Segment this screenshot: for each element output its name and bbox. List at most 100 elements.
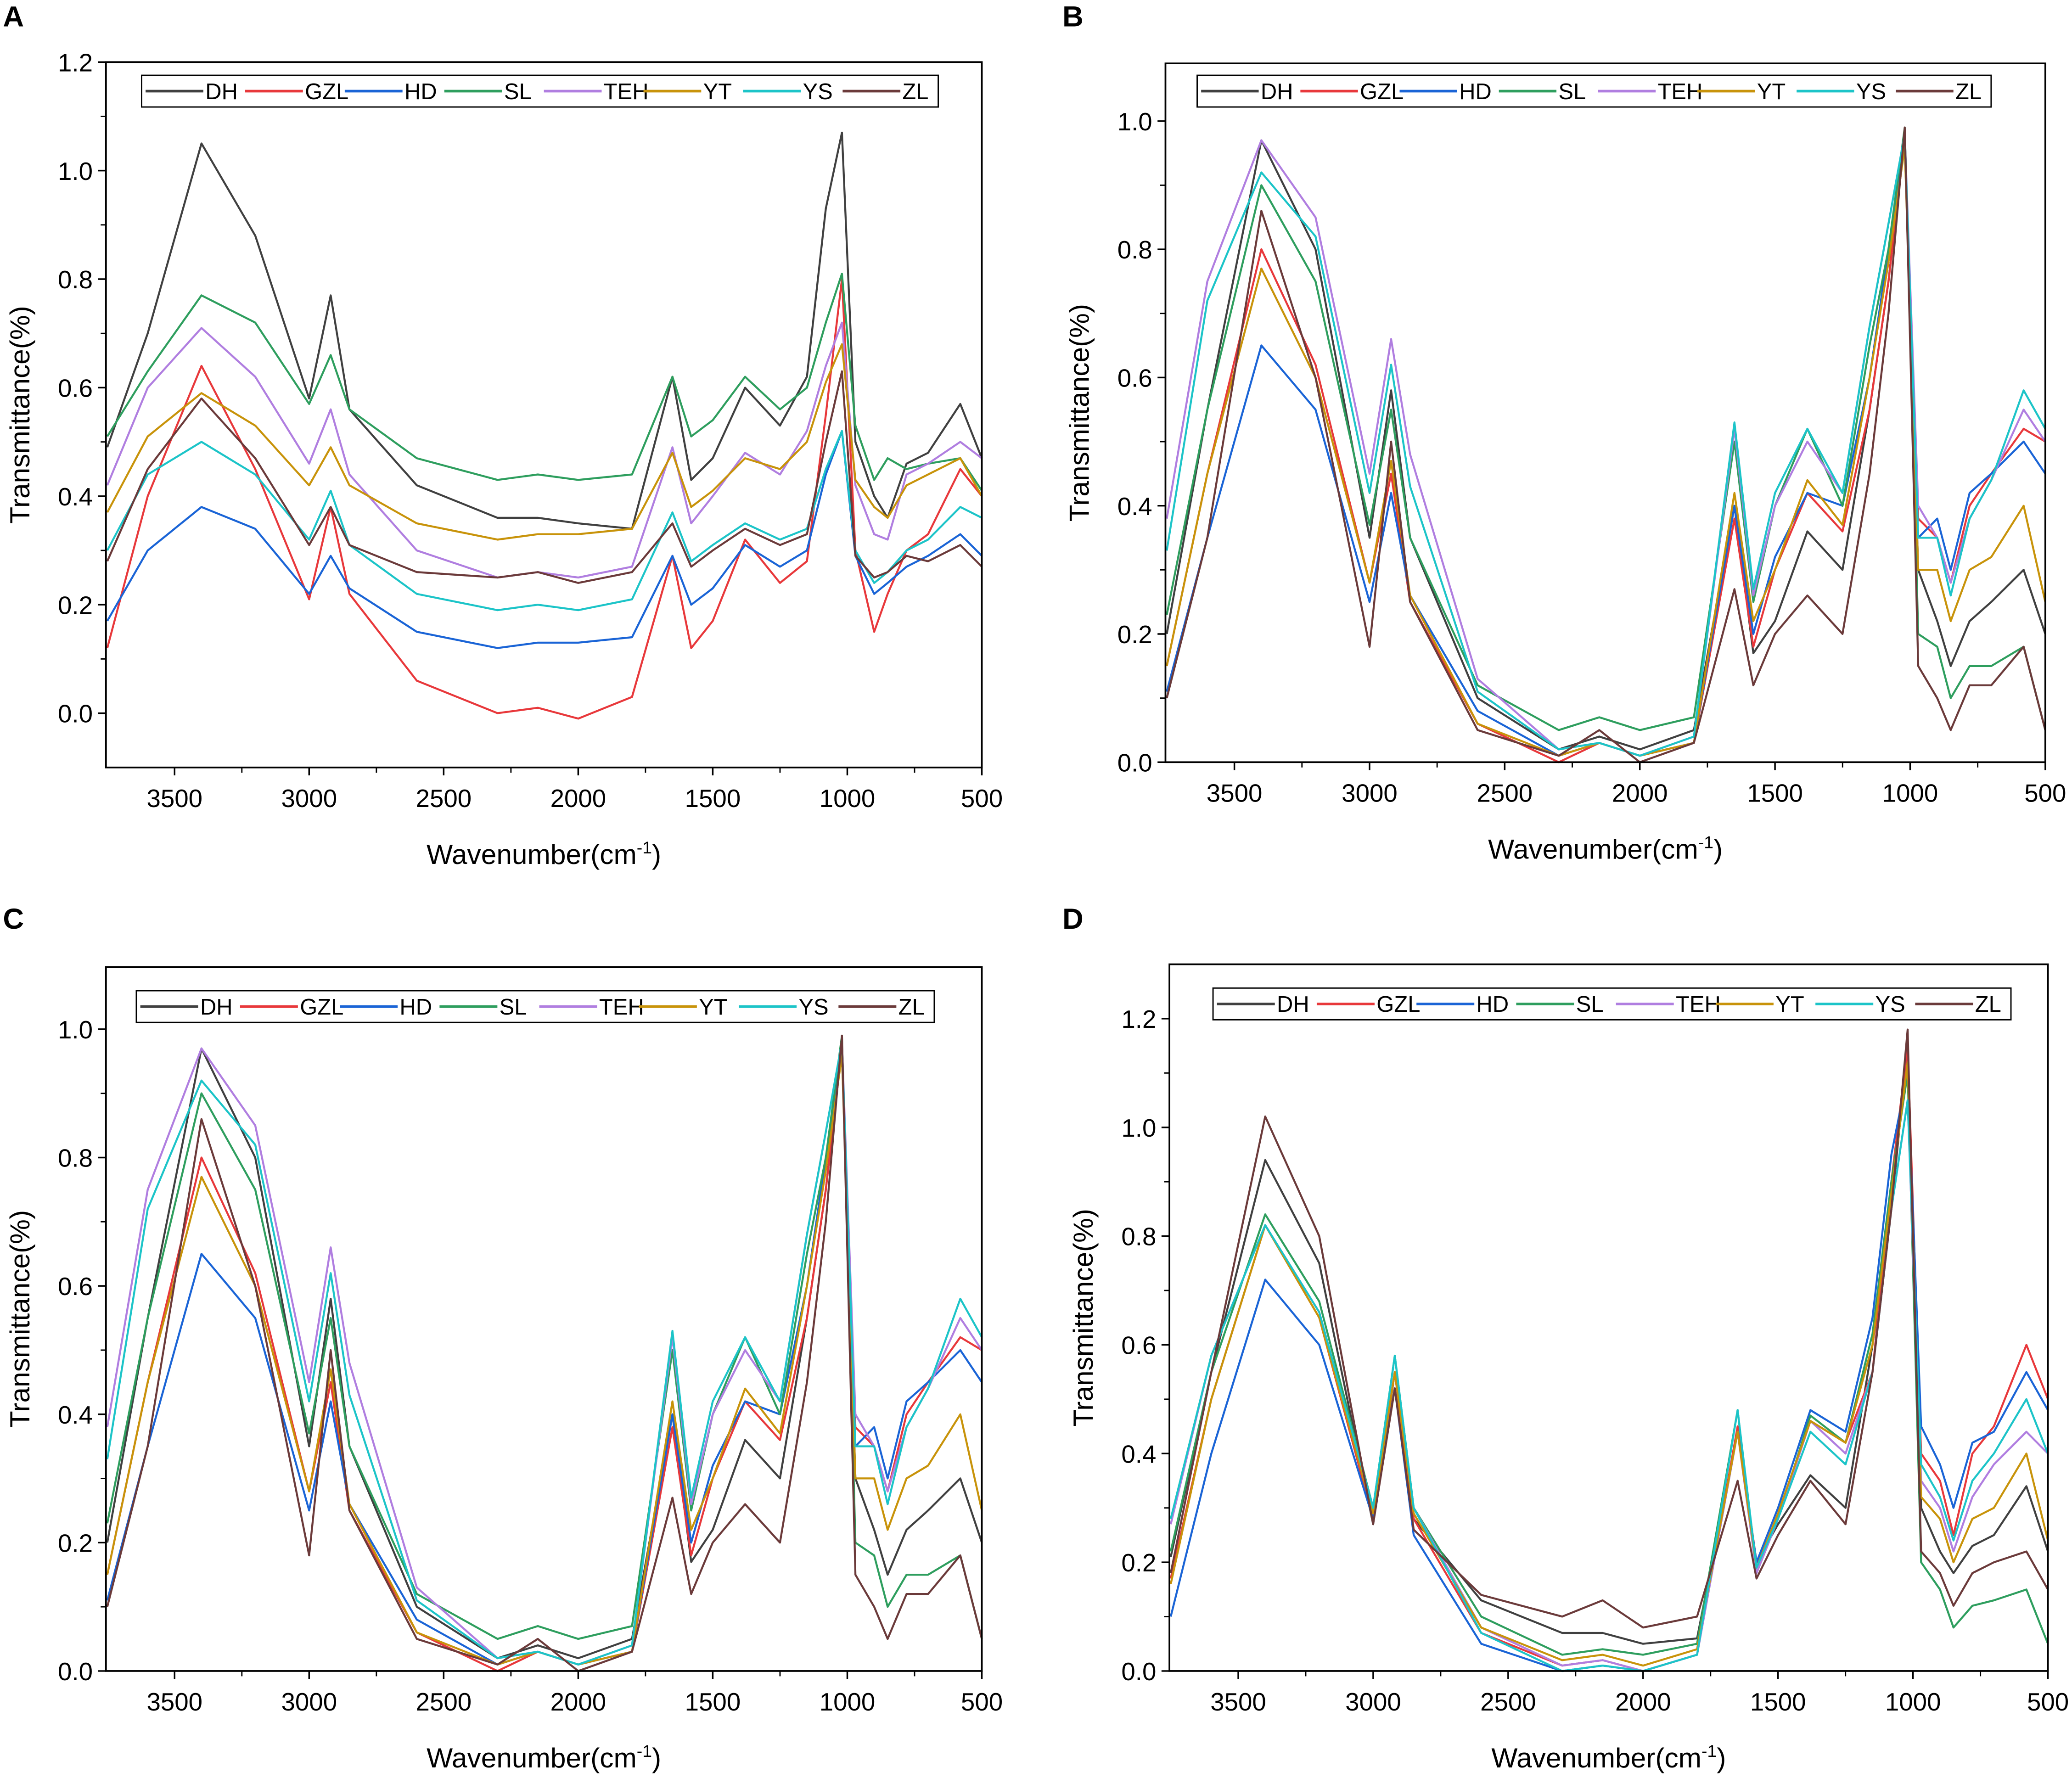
series-line-YS (106, 430, 983, 611)
y-tick-label: 0.8 (58, 1144, 93, 1172)
panel-letter: B (1062, 1, 1084, 33)
x-tick-label: 2000 (550, 785, 606, 813)
x-tick-label: 2000 (1615, 1688, 1671, 1716)
x-tick-label: 3000 (1342, 780, 1398, 808)
series-line-GZL (106, 278, 983, 720)
x-axis-label-main: Wavenumber(cm (427, 839, 637, 870)
x-tick-label: 2000 (550, 1688, 606, 1716)
series-line-TEH (106, 321, 983, 579)
x-tick-label: 3500 (146, 785, 202, 813)
legend-label-DH: DH (200, 995, 233, 1020)
y-tick-label: 0.0 (58, 700, 93, 728)
y-tick-label: 0.2 (58, 591, 93, 619)
panel-letter: A (3, 1, 24, 33)
y-tick-label: 0.2 (1117, 621, 1152, 649)
y-tick-label: 0.6 (1117, 365, 1152, 393)
x-tick-label: 1500 (1750, 1688, 1806, 1716)
y-tick-label: 0.0 (1117, 749, 1152, 777)
x-tick-label: 1000 (820, 785, 876, 813)
x-tick-label: 3500 (1207, 780, 1263, 808)
x-tick-label: 500 (961, 1688, 1003, 1716)
x-tick-label: 1500 (1747, 780, 1803, 808)
legend-label-HD: HD (399, 995, 432, 1020)
x-axis-label: Wavenumber(cm-1) (1488, 832, 1723, 864)
x-axis-label-main: Wavenumber(cm (427, 1742, 637, 1773)
x-axis-label-end: ) (1713, 833, 1723, 864)
x-tick-label: 2500 (416, 1688, 472, 1716)
x-axis-label-superscript: -1 (1698, 832, 1713, 852)
x-tick-label: 2500 (416, 785, 472, 813)
x-axis-label-main: Wavenumber(cm (1491, 1742, 1701, 1773)
legend-label-ZL: ZL (1975, 992, 2001, 1017)
y-tick-label: 0.4 (1121, 1440, 1156, 1468)
series-line-ZL (106, 370, 983, 584)
y-tick-label: 0.8 (1121, 1223, 1156, 1251)
legend-label-ZL: ZL (902, 79, 928, 104)
x-axis-label: Wavenumber(cm-1) (427, 838, 661, 870)
y-axis-label: Transmittance(%) (4, 306, 35, 523)
panel-letter: C (3, 903, 24, 935)
series-line-YT (106, 1054, 983, 1666)
x-tick-label: 1500 (685, 785, 741, 813)
x-tick-label: 1000 (1885, 1688, 1941, 1716)
legend-label-YS: YS (803, 79, 833, 104)
x-axis-label-superscript: -1 (637, 838, 652, 857)
y-axis-label: Transmittance(%) (1067, 1209, 1099, 1426)
legend-label-DH: DH (1261, 79, 1293, 104)
plot-frame (1168, 963, 2049, 1672)
legend-label-YS: YS (1875, 992, 1905, 1017)
y-tick-label: 1.2 (58, 49, 93, 77)
x-tick-label: 2000 (1612, 780, 1668, 808)
series-line-YT (106, 343, 983, 541)
y-axis-label: Transmittance(%) (1064, 304, 1095, 522)
legend-label-GZL: GZL (300, 995, 343, 1020)
panel-A: A 3500 3000 2500 2000 1500 1000 500 0.0 0.2 0.4 0.6… (3, 1, 1003, 870)
legend-label-HD: HD (1477, 992, 1509, 1017)
series-line-SL (106, 1034, 983, 1640)
series-line-SL (1166, 126, 2046, 731)
y-tick-label: 0.8 (1117, 236, 1152, 264)
x-axis-label-end: ) (652, 1742, 661, 1773)
x-axis-label-main: Wavenumber(cm (1488, 833, 1698, 864)
x-tick-label: 3500 (146, 1688, 202, 1716)
x-tick-label: 3000 (281, 785, 337, 813)
legend-label-SL: SL (1576, 992, 1604, 1017)
legend-label-YT: YT (703, 79, 732, 104)
series-line-YT (1166, 146, 2046, 757)
series-line-HD (106, 1054, 983, 1666)
x-tick-label: 1000 (1882, 780, 1938, 808)
y-tick-label: 1.0 (1117, 108, 1152, 136)
y-axis-label: Transmittance(%) (4, 1210, 35, 1428)
series-line-HD (1166, 146, 2046, 757)
series-line-ZL (106, 1034, 983, 1672)
x-axis-label: Wavenumber(cm-1) (1491, 1741, 1726, 1773)
legend: DH GZL HD SL TEH YT YS ZL (1212, 987, 2012, 1021)
y-tick-label: 0.8 (58, 266, 93, 294)
x-axis-label: Wavenumber(cm-1) (427, 1741, 661, 1773)
x-tick-label: 1500 (685, 1688, 741, 1716)
plot-frame (105, 966, 983, 1672)
legend-label-YS: YS (1856, 79, 1886, 104)
legend-label-SL: SL (504, 79, 532, 104)
panel-B: B 3500 3000 2500 2000 1500 1000 500 0.0 0.2 0.4 0.6… (1062, 1, 2066, 865)
x-axis-label-superscript: -1 (637, 1741, 652, 1761)
panel-D: D 3500 3000 2500 2000 1500 1000 500 0.0 0.2 0.4 0.6… (1062, 903, 2069, 1773)
y-tick-label: 0.2 (58, 1529, 93, 1557)
legend-label-ZL: ZL (1955, 79, 1982, 104)
x-tick-label: 2500 (1477, 780, 1533, 808)
y-tick-label: 0.2 (1121, 1549, 1156, 1577)
series-line-TEH (106, 1041, 983, 1666)
y-tick-label: 1.2 (1121, 1005, 1156, 1033)
series-line-SL (106, 273, 983, 492)
legend-label-YT: YT (1757, 79, 1786, 104)
y-tick-label: 0.0 (1121, 1658, 1156, 1686)
legend-label-TEH: TEH (1658, 79, 1703, 104)
y-tick-label: 0.4 (58, 1401, 93, 1429)
legend-label-HD: HD (404, 79, 437, 104)
x-tick-label: 3500 (1210, 1688, 1266, 1716)
plot-frame (105, 61, 983, 768)
legend-label-SL: SL (1558, 79, 1586, 104)
series-line-ZL (1166, 126, 2046, 763)
panel-C: C 3500 3000 2500 2000 1500 1000 500 0.0 0.2 0.4 0.6… (3, 903, 1003, 1773)
x-tick-label: 1000 (820, 1688, 876, 1716)
